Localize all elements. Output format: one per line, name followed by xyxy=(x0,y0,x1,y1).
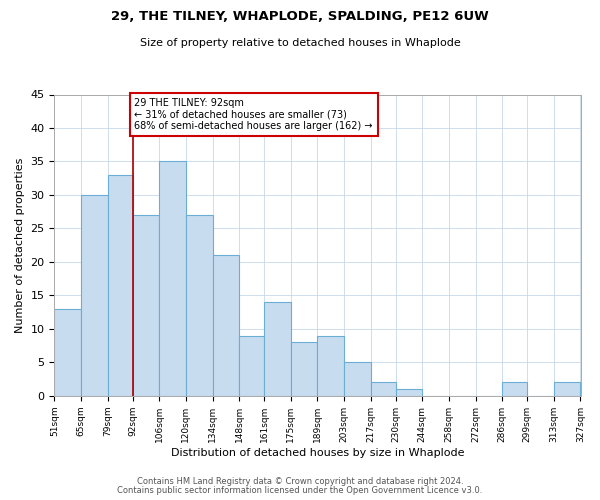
Bar xyxy=(108,175,133,396)
Bar xyxy=(395,389,422,396)
Bar xyxy=(133,215,159,396)
Text: Contains HM Land Registry data © Crown copyright and database right 2024.: Contains HM Land Registry data © Crown c… xyxy=(137,477,463,486)
Bar xyxy=(212,255,239,396)
Bar xyxy=(239,336,264,396)
Text: 29 THE TILNEY: 92sqm
← 31% of detached houses are smaller (73)
68% of semi-detac: 29 THE TILNEY: 92sqm ← 31% of detached h… xyxy=(134,98,373,131)
Y-axis label: Number of detached properties: Number of detached properties xyxy=(15,158,25,333)
Text: Size of property relative to detached houses in Whaplode: Size of property relative to detached ho… xyxy=(140,38,460,48)
Bar xyxy=(317,336,344,396)
Bar xyxy=(502,382,527,396)
Bar xyxy=(291,342,317,396)
Text: Contains public sector information licensed under the Open Government Licence v3: Contains public sector information licen… xyxy=(118,486,482,495)
Bar xyxy=(55,309,81,396)
Bar xyxy=(371,382,395,396)
Bar xyxy=(554,382,580,396)
Bar xyxy=(344,362,371,396)
Bar xyxy=(159,162,186,396)
Bar xyxy=(186,215,212,396)
Bar xyxy=(81,195,108,396)
Bar xyxy=(264,302,291,396)
X-axis label: Distribution of detached houses by size in Whaplode: Distribution of detached houses by size … xyxy=(171,448,464,458)
Text: 29, THE TILNEY, WHAPLODE, SPALDING, PE12 6UW: 29, THE TILNEY, WHAPLODE, SPALDING, PE12… xyxy=(111,10,489,23)
